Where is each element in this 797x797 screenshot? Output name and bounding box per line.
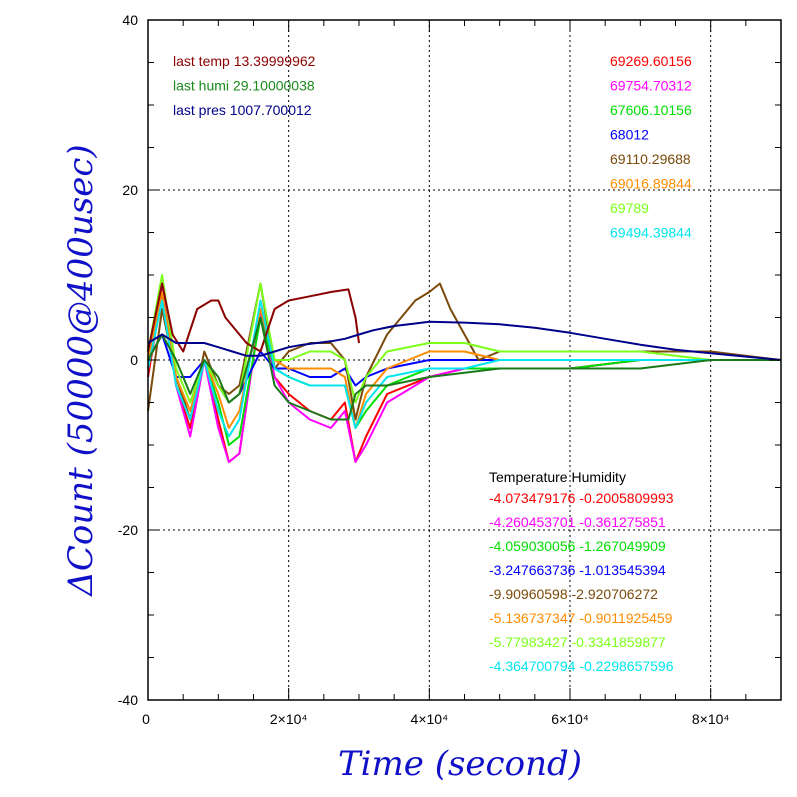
y-axis-title: ΔCount (50000@400usec) (61, 144, 101, 597)
y-tick-label: -20 (118, 522, 138, 538)
count-value: 68012 (610, 127, 649, 143)
count-value: 69494.39844 (610, 225, 692, 241)
x-tick-label: 8×10⁴ (692, 711, 730, 727)
coefficient-row: -4.073479176 -0.2005809993 (489, 490, 674, 506)
x-tick-label: 0 (142, 711, 150, 727)
x-axis-title: Time (second) (338, 744, 582, 784)
annotations: last temp 13.39999962 last humi 29.100000… (173, 53, 692, 674)
series-line (147, 320, 782, 361)
x-tick-label: 6×10⁴ (551, 711, 589, 727)
coefficient-row: -4.364700794 -0.2298657596 (489, 658, 674, 674)
coefficient-row: -9.90960598 -2.920706272 (489, 586, 658, 602)
x-tick-label: 2×10⁴ (270, 711, 308, 727)
count-value: 69754.70312 (610, 78, 692, 94)
series-line (147, 299, 781, 438)
coefficient-row: -5.77983427 -0.3341859877 (489, 634, 666, 650)
coefficient-row: -4.059030056 -1.267049909 (489, 538, 666, 554)
series-line (147, 316, 781, 421)
count-value: 69269.60156 (610, 53, 692, 69)
environment-reading: last temp 13.39999962 (173, 53, 316, 69)
y-tick-label: 40 (122, 12, 138, 28)
coefficient-row: -3.247663736 -1.013545394 (489, 562, 666, 578)
axis-ticks: 0 2×10⁴ 4×10⁴ 6×10⁴ 8×10⁴ 40 20 0 -20 -40 (118, 12, 782, 727)
count-value: 67606.10156 (610, 102, 692, 118)
y-tick-label: 20 (122, 182, 138, 198)
count-value: 69016.89844 (610, 176, 692, 192)
count-value: 69110.29688 (610, 151, 691, 167)
y-tick-label: 0 (130, 352, 138, 368)
x-tick-label: 4×10⁴ (411, 711, 449, 727)
coefficient-header: Temperature Humidity (489, 469, 626, 485)
y-tick-label: -40 (118, 692, 138, 708)
series-lines (147, 274, 782, 463)
series-line (147, 282, 360, 353)
environment-reading: last humi 29.10000038 (173, 78, 315, 94)
coefficient-row: -4.260453701 -0.361275851 (489, 514, 666, 530)
environment-reading: last pres 1007.700012 (173, 102, 312, 118)
count-value: 69789 (610, 200, 649, 216)
coefficient-row: -5.136737347 -0.9011925459 (489, 610, 673, 626)
